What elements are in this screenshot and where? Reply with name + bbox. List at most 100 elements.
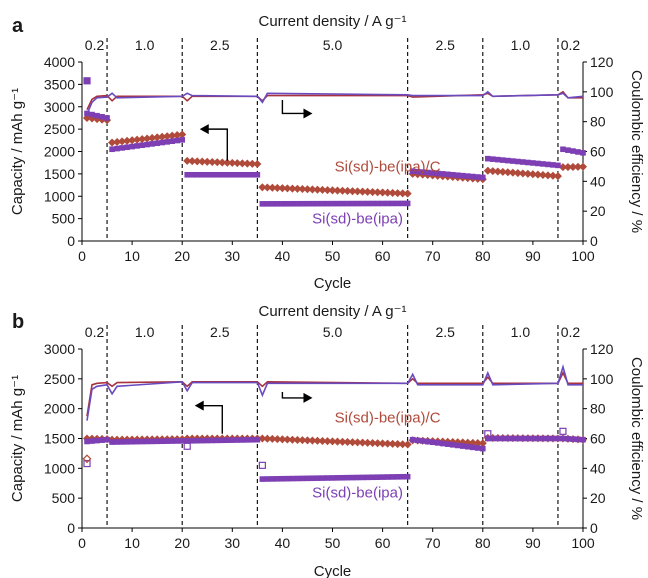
- capacity-point-square: [359, 474, 366, 481]
- capacity-point-square: [104, 115, 110, 121]
- capacity-point-square: [334, 475, 341, 481]
- capacity-point-diamond: [268, 183, 277, 192]
- capacity-point-diamond: [483, 166, 492, 175]
- capacity-point-square: [555, 162, 561, 169]
- capacity-point-square: [319, 475, 326, 481]
- capacity-point-square: [515, 158, 521, 165]
- capacity-point-square: [159, 438, 165, 445]
- rate-label: 0.2: [561, 37, 581, 53]
- capacity-point-square: [424, 438, 431, 445]
- capacity-point-square: [540, 161, 546, 167]
- capacity-point-square: [314, 475, 321, 481]
- x-tick-label: 80: [475, 535, 491, 551]
- capacity-point-diamond: [213, 158, 222, 167]
- capacity-point-square: [560, 146, 566, 153]
- capacity-point-square: [515, 435, 521, 442]
- left-y-tick-label: 2500: [44, 371, 75, 387]
- capacity-point-square: [259, 476, 266, 482]
- left-axis-arrow: [198, 404, 223, 434]
- capacity-point-square: [189, 438, 196, 444]
- capacity-point-square: [154, 438, 160, 445]
- capacity-point-square: [344, 474, 351, 481]
- left-y-tick-label: 2000: [44, 144, 75, 160]
- capacity-point-square: [164, 139, 170, 145]
- capacity-point-square: [575, 149, 581, 155]
- capacity-point-square: [269, 476, 276, 482]
- rate-label: 0.2: [561, 324, 581, 340]
- right-axis-arrow: [281, 100, 309, 115]
- capacity-point-square: [99, 437, 105, 443]
- x-axis-title: Cycle: [314, 275, 352, 292]
- capacity-point-square: [565, 147, 571, 153]
- capacity-point-square: [485, 155, 491, 162]
- capacity-point-square: [279, 200, 286, 207]
- capacity-point-diamond: [248, 159, 257, 168]
- capacity-point-square: [169, 438, 175, 444]
- capacity-point-square: [429, 439, 436, 446]
- capacity-point-square: [480, 174, 486, 181]
- capacity-point-square: [389, 200, 396, 207]
- capacity-point-square: [384, 474, 391, 480]
- capacity-point-square: [219, 171, 226, 178]
- right-y-tick-label: 20: [590, 490, 606, 506]
- si-capacity-series: [84, 110, 586, 207]
- rate-label: 0.2: [85, 324, 105, 340]
- capacity-point-diamond: [393, 189, 402, 198]
- right-y-tick-label: 100: [590, 371, 614, 387]
- capacity-point-square: [354, 200, 361, 207]
- capacity-point-diamond: [228, 158, 237, 167]
- capacity-point-square: [209, 171, 216, 178]
- capacity-point-square: [565, 435, 571, 442]
- rate-label: 1.0: [135, 37, 155, 53]
- capacity-point-square: [339, 200, 346, 207]
- capacity-point-square: [194, 437, 201, 444]
- capacity-point-square: [294, 200, 301, 207]
- x-tick-label: 0: [78, 248, 86, 264]
- capacity-point-square: [289, 475, 296, 482]
- capacity-point-square: [535, 435, 541, 442]
- right-y-tick-label: 60: [590, 431, 606, 447]
- right-y-axis-title: Coulombic efficiency / %: [628, 70, 645, 233]
- right-y-tick-label: 20: [590, 203, 606, 219]
- capacity-point-square: [454, 442, 461, 449]
- capacity-point-square: [179, 438, 185, 444]
- capacity-outlier-point: [258, 461, 266, 469]
- capacity-point-diamond: [513, 169, 522, 178]
- left-y-tick-label: 1000: [44, 188, 75, 204]
- capacity-point-square: [204, 171, 211, 178]
- capacity-point-square: [304, 200, 311, 207]
- capacity-point-square: [94, 437, 100, 444]
- capacity-point-square: [299, 475, 306, 482]
- left-y-tick-label: 1500: [44, 166, 75, 182]
- capacity-point-square: [379, 200, 386, 207]
- capacity-point-square: [114, 439, 120, 445]
- capacity-point-square: [139, 438, 145, 445]
- capacity-point-diamond: [548, 171, 557, 180]
- capacity-point-square: [314, 200, 321, 207]
- x-tick-label: 100: [571, 248, 595, 264]
- capacity-point-square: [364, 200, 371, 207]
- capacity-point-square: [394, 200, 401, 207]
- capacity-point-square: [224, 171, 231, 178]
- si-capacity-series: [84, 435, 586, 482]
- capacity-point-square: [309, 200, 316, 207]
- capacity-point-square: [474, 174, 481, 180]
- x-tick-label: 60: [375, 248, 391, 264]
- capacity-point-square: [264, 476, 271, 482]
- capacity-point-diamond: [293, 184, 302, 193]
- capacity-point-square: [369, 474, 376, 481]
- capacity-point-diamond: [383, 188, 392, 197]
- capacity-point-square: [124, 144, 130, 151]
- capacity-point-square: [545, 435, 551, 442]
- left-y-tick-label: 4000: [44, 54, 75, 70]
- rate-label: 2.5: [435, 37, 455, 53]
- capacity-point-square: [505, 157, 511, 164]
- capacity-point-diamond: [273, 183, 282, 192]
- x-tick-label: 70: [425, 535, 441, 551]
- si-coulombic-efficiency-line: [86, 364, 583, 421]
- capacity-point-diamond: [323, 186, 332, 195]
- x-tick-label: 70: [425, 248, 441, 264]
- capacity-point-square: [174, 438, 180, 444]
- capacity-point-square: [224, 437, 231, 444]
- capacity-point-square: [354, 474, 361, 481]
